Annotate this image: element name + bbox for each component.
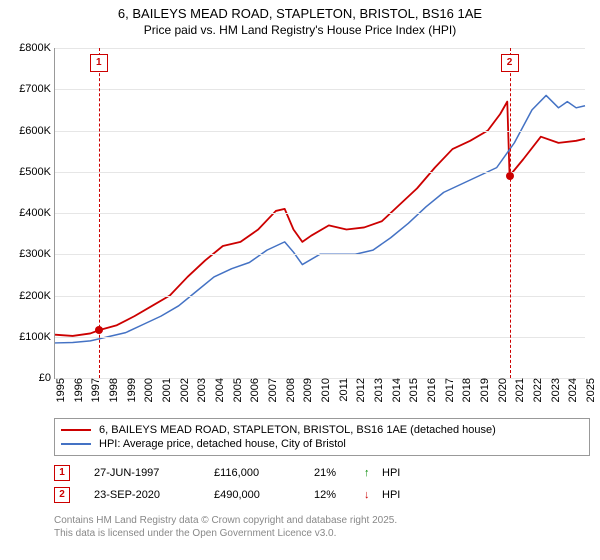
x-axis-label: 2000 [139,378,155,402]
gridline [55,89,585,90]
legend-label: 6, BAILEYS MEAD ROAD, STAPLETON, BRISTOL… [99,424,496,436]
sale-marker-dot [95,326,103,334]
legend: 6, BAILEYS MEAD ROAD, STAPLETON, BRISTOL… [54,418,590,456]
series-line-price_paid [55,102,585,336]
x-axis-label: 2021 [510,378,526,402]
x-axis-label: 2011 [334,378,350,402]
x-axis-label: 2017 [440,378,456,402]
datapoint-row: 2 23-SEP-2020£490,00012%↓HPI [54,484,422,506]
x-axis-label: 2012 [351,378,367,402]
datapoint-price: £116,000 [214,467,314,479]
arrow-up-icon: ↑ [364,467,382,479]
x-axis-label: 2025 [581,378,597,402]
gridline [55,48,585,49]
datapoint-index-box: 1 [54,465,70,481]
plot-area: £0£100K£200K£300K£400K£500K£600K£700K£80… [54,48,585,379]
x-axis-label: 2023 [546,378,562,402]
legend-swatch [61,443,91,445]
y-axis-label: £300K [19,248,55,260]
license-line: This data is licensed under the Open Gov… [54,527,397,540]
chart-subtitle: Price paid vs. HM Land Registry's House … [0,23,600,41]
x-axis-label: 2004 [210,378,226,402]
x-axis-label: 1997 [86,378,102,402]
x-axis-label: 2002 [175,378,191,402]
x-axis-label: 2005 [228,378,244,402]
y-axis-label: £400K [19,207,55,219]
gridline [55,131,585,132]
y-axis-label: £500K [19,166,55,178]
x-axis-label: 2020 [493,378,509,402]
x-axis-label: 2003 [192,378,208,402]
y-axis-label: £800K [19,42,55,54]
legend-label: HPI: Average price, detached house, City… [99,438,346,450]
datapoint-vs: HPI [382,467,422,479]
y-axis-label: £600K [19,125,55,137]
x-axis-label: 1999 [122,378,138,402]
datapoint-index-box: 2 [54,487,70,503]
x-axis-label: 2015 [404,378,420,402]
y-axis-label: £700K [19,83,55,95]
x-axis-label: 2016 [422,378,438,402]
legend-swatch [61,429,91,431]
x-axis-label: 2006 [245,378,261,402]
chart-title: 6, BAILEYS MEAD ROAD, STAPLETON, BRISTOL… [0,0,600,23]
x-axis-label: 2018 [457,378,473,402]
legend-item-price-paid: 6, BAILEYS MEAD ROAD, STAPLETON, BRISTOL… [61,423,583,437]
datapoint-pct: 21% [314,467,364,479]
sale-marker-dot [506,172,514,180]
datapoint-price: £490,000 [214,489,314,501]
sale-datapoints: 1 27-JUN-1997£116,00021%↑HPI 2 23-SEP-2020£… [54,462,422,506]
x-axis-label: 2009 [298,378,314,402]
x-axis-label: 2001 [157,378,173,402]
x-axis-label: 1995 [51,378,67,402]
x-axis-label: 2010 [316,378,332,402]
x-axis-label: 2013 [369,378,385,402]
datapoint-pct: 12% [314,489,364,501]
x-axis-label: 2014 [387,378,403,402]
datapoint-date: 27-JUN-1997 [94,467,214,479]
sale-marker-box: 1 [90,54,108,72]
x-axis-label: 1996 [69,378,85,402]
chart-container: 6, BAILEYS MEAD ROAD, STAPLETON, BRISTOL… [0,0,600,560]
arrow-down-icon: ↓ [364,489,382,501]
x-axis-label: 2008 [281,378,297,402]
gridline [55,213,585,214]
x-axis-label: 1998 [104,378,120,402]
gridline [55,254,585,255]
x-axis-label: 2007 [263,378,279,402]
legend-item-hpi: HPI: Average price, detached house, City… [61,437,583,451]
y-axis-label: £100K [19,331,55,343]
sale-marker-line [510,48,511,378]
y-axis-label: £200K [19,290,55,302]
datapoint-vs: HPI [382,489,422,501]
series-line-hpi [55,95,585,343]
license-line: Contains HM Land Registry data © Crown c… [54,514,397,527]
gridline [55,337,585,338]
sale-marker-box: 2 [501,54,519,72]
datapoint-date: 23-SEP-2020 [94,489,214,501]
license-text: Contains HM Land Registry data © Crown c… [54,514,397,540]
x-axis-label: 2019 [475,378,491,402]
x-axis-label: 2024 [563,378,579,402]
datapoint-row: 1 27-JUN-1997£116,00021%↑HPI [54,462,422,484]
gridline [55,296,585,297]
x-axis-label: 2022 [528,378,544,402]
